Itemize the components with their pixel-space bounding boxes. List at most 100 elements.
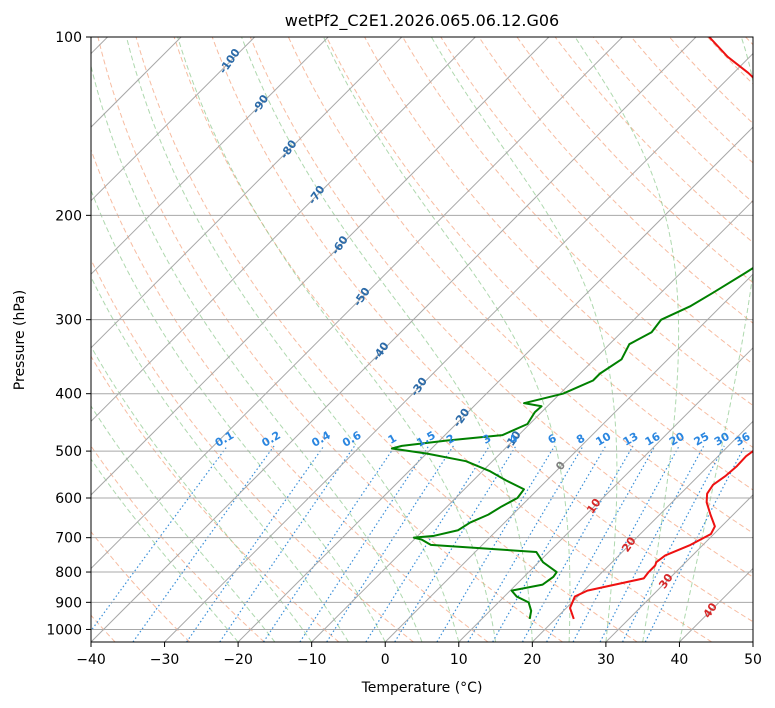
x-tick-label: −20: [223, 652, 253, 668]
isotherm-line: [91, 37, 697, 642]
mixing-ratio-label: 13: [621, 430, 641, 449]
mixing-ratio-line: [219, 445, 356, 642]
moist-adiabats: [91, 37, 753, 642]
mixing-ratio-label: 20: [667, 430, 687, 449]
mixing-ratio-lines: [91, 445, 746, 642]
profile-series: [390, 37, 753, 620]
y-axis-label: Pressure (hPa): [12, 290, 28, 390]
dry-adiabat-line: [249, 37, 753, 578]
moist-adiabat-line: [241, 37, 533, 642]
x-tick-label: 30: [597, 652, 615, 668]
dry-adiabat-line: [211, 37, 753, 623]
x-tick-label: −40: [76, 652, 106, 668]
dry-adiabat-line: [707, 37, 753, 85]
mixing-ratio-line: [132, 445, 275, 642]
axes: −40 −30 −20 −10 0 10 20 30 40 5010020030040050060…: [46, 30, 762, 668]
mixing-ratio-line: [467, 445, 584, 642]
mixing-ratio-line: [365, 445, 490, 642]
dry-adiabat-line: [364, 37, 753, 449]
x-axis-label: Temperature (°C): [361, 680, 483, 696]
isotherm-line: [164, 52, 753, 642]
mixing-ratio-line: [436, 445, 556, 642]
moist-adiabat-line: [323, 37, 571, 642]
mixing-ratio-label: 1: [386, 432, 399, 447]
x-tick-label: 0: [381, 652, 390, 668]
isotherm-line: [91, 37, 476, 423]
y-tick-label: 400: [55, 387, 82, 403]
dry-adiabat-line: [554, 37, 753, 244]
x-tick-label: 10: [450, 652, 468, 668]
moist-adiabat-line: [678, 37, 753, 642]
moist-adiabat-line: [91, 345, 313, 642]
x-tick-label: 50: [744, 652, 762, 668]
isotherm-line: [91, 37, 550, 496]
y-tick-label: 800: [55, 565, 82, 581]
isotherm-line: [752, 641, 753, 642]
mixing-ratio-line: [599, 445, 705, 642]
mixing-ratio-line: [263, 445, 396, 642]
moist-adiabat-line: [177, 37, 497, 642]
mixing-ratio-label: 0.4: [309, 428, 333, 449]
x-tick-label: −30: [150, 652, 180, 668]
mixing-ratio-label: 25: [692, 430, 712, 449]
dry-adiabat-line: [135, 37, 638, 642]
mixing-ratio-line: [299, 445, 430, 642]
moist-adiabat-line: [430, 37, 618, 642]
moist-adiabat-line: [91, 405, 276, 642]
isotherm-line: [311, 199, 753, 642]
mixing-ratio-label: 3: [480, 432, 493, 447]
mixing-ratio-label: 0.2: [259, 429, 282, 450]
dry-adiabat-line: [91, 355, 340, 642]
dry-adiabat-line: [516, 37, 753, 284]
adiabat-labels: -100-90-80-70-60-50-40-30-20-10010203040…: [213, 46, 753, 621]
dry-adiabat-line: [287, 37, 753, 534]
x-tick-label: 20: [523, 652, 541, 668]
y-tick-label: 900: [55, 595, 82, 611]
mixing-ratio-label: 8: [574, 432, 587, 447]
y-tick-label: 500: [55, 444, 82, 460]
dry-adiabat-line: [91, 445, 265, 642]
x-tick-label: −10: [297, 652, 327, 668]
mixing-ratio-line: [521, 445, 634, 642]
isotherm-line: [531, 420, 753, 642]
dewpoint-profile-line: [390, 149, 753, 620]
isobars: [91, 37, 753, 630]
dry-adiabat-line: [745, 37, 753, 46]
isotherm-line: [237, 126, 753, 642]
moist-adiabat-line: [91, 275, 349, 642]
moist-adiabat-line: [574, 37, 680, 642]
y-tick-label: 1000: [46, 622, 82, 638]
moist-adiabat-line: [91, 458, 239, 642]
mixing-ratio-line: [644, 445, 746, 642]
dry-adiabat-label: -100: [216, 46, 243, 76]
dry-adiabat-line: [402, 37, 753, 407]
y-tick-label: 600: [55, 491, 82, 507]
y-tick-label: 300: [55, 313, 82, 329]
dry-adiabat-line: [91, 258, 414, 642]
isotherm-line: [679, 567, 753, 642]
temperature-profile-line: [569, 37, 753, 620]
moist-adiabat-line: [125, 37, 460, 642]
mixing-ratio-line: [326, 445, 454, 642]
isotherm-line: [91, 37, 329, 275]
dry-adiabat-line: [91, 530, 191, 642]
mixing-ratio-line: [622, 445, 725, 642]
y-tick-label: 100: [55, 30, 82, 46]
isotherm-line: [384, 273, 753, 642]
dry-adiabat-line: [91, 148, 489, 642]
chart-title: wetPf2_C2E1.2026.065.06.12.G06: [285, 11, 559, 31]
dry-adiabat-line: [592, 37, 753, 204]
isotherm-line: [458, 347, 753, 642]
dry-adiabat-line: [669, 37, 753, 125]
isotherm-line: [91, 37, 623, 570]
x-tick-label: 40: [671, 652, 689, 668]
dry-adiabat-line: [173, 37, 713, 642]
mixing-ratio-line: [186, 445, 325, 642]
dry-adiabat-line: [478, 37, 753, 324]
plot-frame: [90, 36, 754, 643]
dry-adiabat-line: [326, 37, 753, 491]
isotherms: [91, 37, 753, 642]
dry-adiabats: [91, 37, 753, 642]
moist-adiabat-line: [91, 188, 386, 642]
